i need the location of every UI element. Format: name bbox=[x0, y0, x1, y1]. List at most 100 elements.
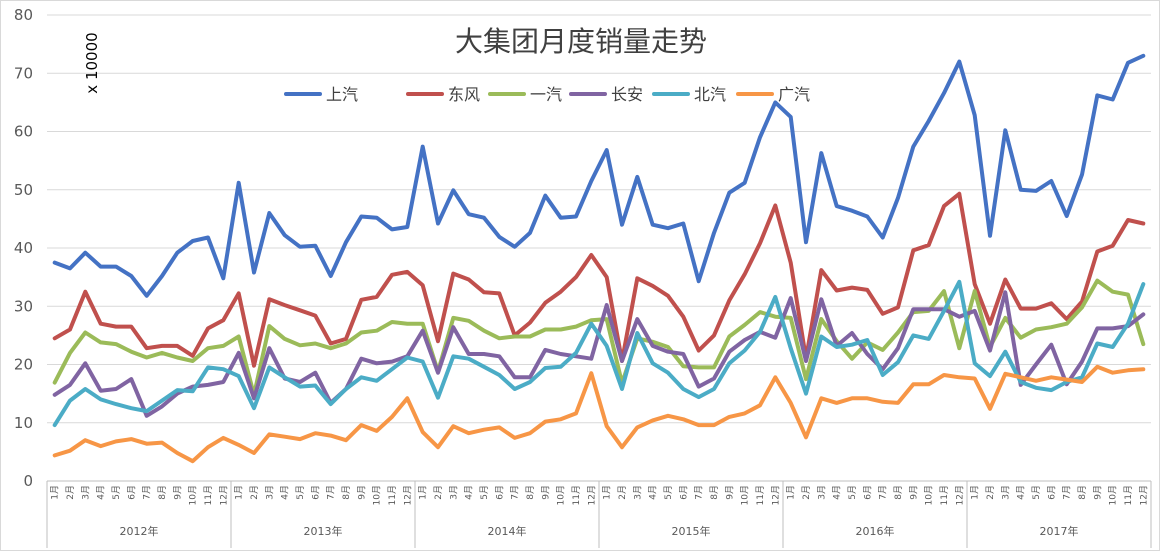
legend: 上汽 东风 一汽 长安 北汽 广汽 bbox=[284, 85, 810, 104]
x-month-label: 12月 bbox=[770, 485, 781, 505]
legend-label: 上汽 bbox=[326, 85, 358, 104]
x-month-label: 5月 bbox=[1031, 485, 1042, 500]
x-month-label: 1月 bbox=[50, 485, 61, 500]
legend-label: 东风 bbox=[448, 85, 480, 104]
x-month-label: 8月 bbox=[709, 485, 720, 500]
x-month-label: 7月 bbox=[326, 485, 337, 500]
x-year-label: 2015年 bbox=[672, 524, 711, 538]
x-month-label: 12月 bbox=[586, 485, 597, 505]
y-unit-label: x 10000 bbox=[83, 32, 101, 93]
x-month-label: 6月 bbox=[1046, 485, 1057, 500]
x-month-label: 2月 bbox=[65, 485, 76, 500]
x-month-label: 1月 bbox=[418, 485, 429, 500]
x-month-label: 6月 bbox=[310, 485, 321, 500]
y-tick-label: 70 bbox=[14, 64, 33, 82]
x-month-label: 6月 bbox=[862, 485, 873, 500]
x-month-label: 5月 bbox=[295, 485, 306, 500]
x-month-label: 4月 bbox=[96, 485, 107, 500]
x-month-label: 10月 bbox=[188, 485, 199, 505]
x-month-label: 11月 bbox=[203, 485, 214, 505]
x-month-label: 2月 bbox=[617, 485, 628, 500]
x-month-label: 7月 bbox=[694, 485, 705, 500]
x-month-label: 5月 bbox=[663, 485, 674, 500]
y-tick-label: 60 bbox=[14, 123, 33, 141]
chart-title: 大集团月度销量走势 bbox=[455, 25, 707, 58]
series-lines bbox=[52, 53, 1146, 464]
x-month-label: 10月 bbox=[924, 485, 935, 505]
x-month-label: 6月 bbox=[494, 485, 505, 500]
series-line-广汽 bbox=[52, 364, 1146, 464]
x-month-label: 6月 bbox=[126, 485, 137, 500]
x-year-label: 2012年 bbox=[120, 524, 159, 538]
x-month-label: 1月 bbox=[234, 485, 245, 500]
x-month-label: 7月 bbox=[1062, 485, 1073, 500]
y-tick-label: 0 bbox=[23, 472, 33, 490]
x-month-label: 2月 bbox=[433, 485, 444, 500]
x-month-label: 11月 bbox=[1123, 485, 1134, 505]
x-month-label: 3月 bbox=[632, 485, 643, 500]
x-month-label: 8月 bbox=[157, 485, 168, 500]
x-month-label: 12月 bbox=[954, 485, 965, 505]
x-year-label: 2014年 bbox=[488, 524, 527, 538]
y-tick-label: 80 bbox=[14, 6, 33, 24]
x-month-label: 8月 bbox=[341, 485, 352, 500]
x-month-label: 7月 bbox=[142, 485, 153, 500]
y-tick-label: 50 bbox=[14, 181, 33, 199]
y-axis: 0 10 20 30 40 50 60 70 80 bbox=[14, 6, 33, 490]
x-month-label: 11月 bbox=[571, 485, 582, 505]
x-month-label: 3月 bbox=[1000, 485, 1011, 500]
x-month-label: 8月 bbox=[893, 485, 904, 500]
x-month-label: 2月 bbox=[801, 485, 812, 500]
legend-label: 长安 bbox=[611, 85, 643, 104]
x-month-label: 3月 bbox=[80, 485, 91, 500]
x-month-label: 12月 bbox=[1138, 485, 1149, 505]
x-month-label: 7月 bbox=[878, 485, 889, 500]
x-month-label: 10月 bbox=[372, 485, 383, 505]
x-month-label: 3月 bbox=[264, 485, 275, 500]
x-month-label: 4月 bbox=[280, 485, 291, 500]
x-month-label: 8月 bbox=[1077, 485, 1088, 500]
series-line-北汽 bbox=[52, 279, 1146, 428]
y-tick-label: 30 bbox=[14, 297, 33, 315]
x-month-label: 1月 bbox=[970, 485, 981, 500]
x-month-label: 1月 bbox=[602, 485, 613, 500]
grid-lines bbox=[47, 14, 1151, 424]
series-line-上汽 bbox=[52, 53, 1146, 298]
y-tick-label: 40 bbox=[14, 239, 33, 257]
x-month-label: 4月 bbox=[1016, 485, 1027, 500]
x-month-label: 4月 bbox=[832, 485, 843, 500]
y-tick-label: 10 bbox=[14, 414, 33, 432]
x-month-label: 12月 bbox=[218, 485, 229, 505]
x-month-label: 11月 bbox=[387, 485, 398, 505]
x-month-label: 8月 bbox=[525, 485, 536, 500]
x-month-label: 3月 bbox=[448, 485, 459, 500]
x-year-label: 2017年 bbox=[1040, 524, 1079, 538]
x-month-label: 9月 bbox=[724, 485, 735, 500]
legend-label: 广汽 bbox=[778, 85, 810, 104]
x-month-label: 5月 bbox=[111, 485, 122, 500]
x-year-label: 2016年 bbox=[856, 524, 895, 538]
x-axis: 1月 2月 3月 4月 5月 6月 7月 8月 9月 10月 11月 12月 1月 2月 3月 4月 5月 6月 7… bbox=[46, 480, 1152, 548]
x-month-label: 9月 bbox=[172, 485, 183, 500]
x-month-label: 9月 bbox=[540, 485, 551, 500]
x-month-label: 3月 bbox=[816, 485, 827, 500]
x-month-label: 10月 bbox=[1108, 485, 1119, 505]
series-line-东风 bbox=[52, 191, 1146, 368]
x-month-label: 7月 bbox=[510, 485, 521, 500]
x-month-label: 6月 bbox=[678, 485, 689, 500]
x-month-label: 9月 bbox=[908, 485, 919, 500]
x-month-label: 12月 bbox=[402, 485, 413, 505]
y-tick-label: 20 bbox=[14, 356, 33, 374]
x-month-label: 5月 bbox=[847, 485, 858, 500]
x-year-label: 2013年 bbox=[304, 524, 343, 538]
x-month-label: 11月 bbox=[755, 485, 766, 505]
x-month-label: 4月 bbox=[464, 485, 475, 500]
x-month-label: 4月 bbox=[648, 485, 659, 500]
x-month-label: 1月 bbox=[786, 485, 797, 500]
x-month-label: 9月 bbox=[356, 485, 367, 500]
series-line-一汽 bbox=[52, 278, 1146, 397]
legend-label: 北汽 bbox=[694, 85, 726, 104]
x-month-label: 10月 bbox=[740, 485, 751, 505]
